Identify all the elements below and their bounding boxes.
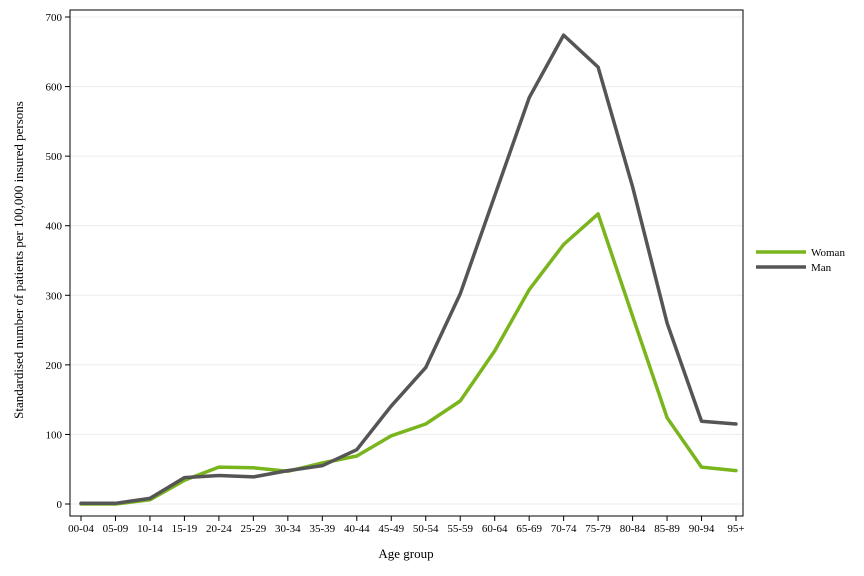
- y-tick-label: 100: [46, 429, 63, 441]
- legend: Woman Man: [756, 247, 845, 274]
- x-tick-label: 45-49: [378, 523, 404, 535]
- plot-frame: [69, 9, 744, 517]
- series-line-woman: [79, 212, 738, 506]
- x-tick-label: 30-34: [275, 523, 301, 535]
- y-tick-label: 600: [46, 82, 63, 94]
- x-tick-label: 95+: [727, 523, 744, 535]
- x-axis-title: Age group: [378, 546, 433, 561]
- x-tick-label: 90-94: [689, 523, 715, 535]
- y-tick-label: 300: [46, 290, 63, 302]
- x-tick-label: 60-64: [482, 523, 508, 535]
- y-tick-label: 500: [46, 151, 63, 163]
- x-tick-label: 70-74: [551, 523, 577, 535]
- y-tick-label: 0: [57, 499, 63, 511]
- x-tick-label: 75-79: [585, 523, 611, 535]
- x-tick-label: 80-84: [620, 523, 646, 535]
- legend-label-man: Man: [811, 262, 832, 274]
- x-tick-label: 85-89: [654, 523, 680, 535]
- x-tick-label: 25-29: [241, 523, 267, 535]
- x-tick-label: 55-59: [447, 523, 473, 535]
- series-lines: [79, 33, 738, 506]
- y-tick-label: 700: [46, 12, 63, 24]
- series-line-man: [79, 33, 738, 506]
- x-axis: 00-04 05-09 10-14 15-19 20-24 25-29 30-34 35-39…: [68, 516, 745, 535]
- y-axis-title: Standardised number of patients per 100,…: [11, 101, 26, 419]
- x-tick-label: 35-39: [309, 523, 335, 535]
- x-tick-label: 40-44: [344, 523, 370, 535]
- y-axis: 0 100 200 300 400 500 600 700: [46, 12, 70, 511]
- x-tick-label: 50-54: [413, 523, 439, 535]
- y-tick-label: 200: [46, 360, 63, 372]
- legend-label-woman: Woman: [811, 247, 845, 259]
- x-tick-label: 05-09: [103, 523, 129, 535]
- x-tick-label: 20-24: [206, 523, 232, 535]
- x-tick-label: 65-69: [516, 523, 542, 535]
- x-tick-label: 15-19: [172, 523, 198, 535]
- x-tick-label: 00-04: [68, 523, 94, 535]
- y-tick-label: 400: [46, 221, 63, 233]
- gridlines: [70, 16, 743, 505]
- x-tick-label: 10-14: [137, 523, 163, 535]
